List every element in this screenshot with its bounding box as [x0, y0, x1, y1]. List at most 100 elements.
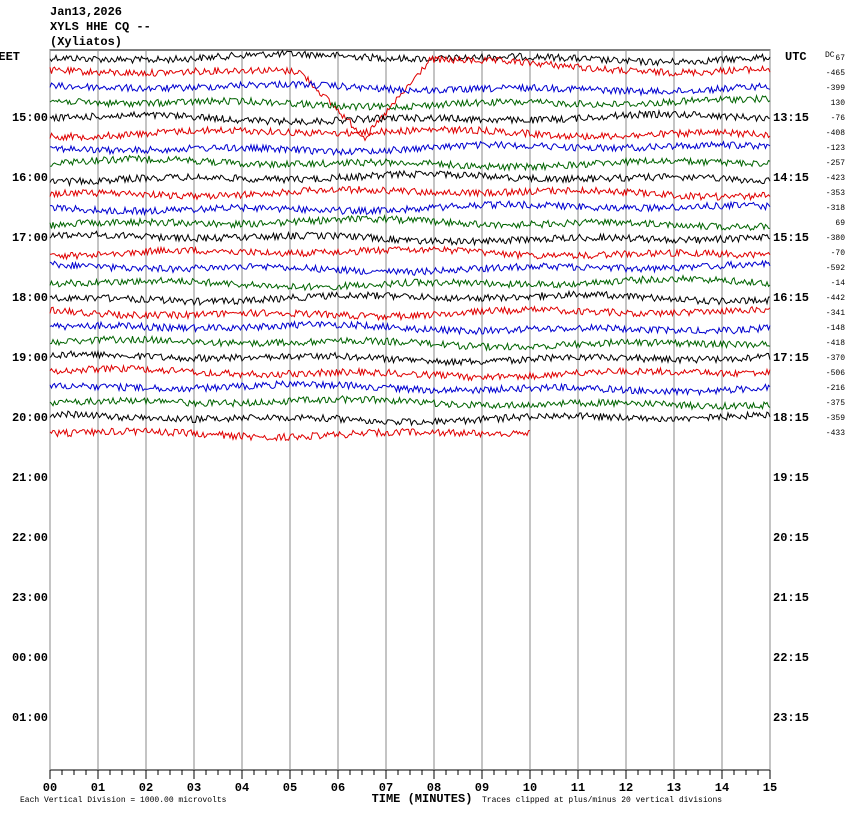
offset-label: -418 — [826, 339, 845, 348]
eet-label: 23:00 — [12, 591, 48, 605]
offset-label: -216 — [826, 384, 845, 393]
trace — [49, 185, 771, 202]
trace — [49, 79, 771, 97]
eet-label: 00:00 — [12, 651, 48, 665]
x-tick-label: 03 — [187, 781, 201, 795]
right-axis-title: UTC — [785, 50, 807, 64]
location: (Xyliatos) — [50, 35, 122, 49]
x-tick-label: 00 — [43, 781, 57, 795]
utc-label: 22:15 — [773, 651, 809, 665]
offset-label: -353 — [826, 189, 845, 198]
x-tick-label: 09 — [475, 781, 489, 795]
eet-label: 17:00 — [12, 231, 48, 245]
trace — [49, 214, 771, 231]
offset-label: 69 — [835, 219, 845, 228]
scale-note: Each Vertical Division = 1000.00 microvo… — [20, 796, 227, 805]
utc-label: 20:15 — [773, 531, 809, 545]
offset-label: -70 — [831, 249, 846, 258]
eet-label: 15:00 — [12, 111, 48, 125]
trace — [49, 427, 531, 442]
trace — [49, 140, 771, 157]
utc-label: 14:15 — [773, 171, 809, 185]
offset-title: DC — [825, 51, 835, 60]
trace — [49, 49, 771, 67]
x-tick-label: 07 — [379, 781, 393, 795]
station: XYLS HHE CQ -- — [50, 20, 151, 34]
trace — [49, 125, 771, 142]
offset-label: -380 — [826, 234, 845, 243]
x-tick-label: 04 — [235, 781, 249, 795]
offset-label: -506 — [826, 369, 845, 378]
offset-label: -123 — [826, 144, 845, 153]
trace — [49, 108, 771, 127]
x-tick-label: 14 — [715, 781, 729, 795]
offset-label: -433 — [826, 429, 845, 438]
trace — [49, 93, 771, 112]
x-axis-title: TIME (MINUTES) — [372, 792, 473, 806]
eet-label: 20:00 — [12, 411, 48, 425]
trace — [49, 363, 771, 382]
utc-label: 16:15 — [773, 291, 809, 305]
utc-label: 21:15 — [773, 591, 809, 605]
utc-label: 17:15 — [773, 351, 809, 365]
x-tick-label: 10 — [523, 781, 537, 795]
offset-label: -257 — [826, 159, 845, 168]
x-tick-label: 02 — [139, 781, 153, 795]
trace — [49, 169, 771, 188]
offset-label: -318 — [826, 204, 845, 213]
clip-note: Traces clipped at plus/minus 20 vertical… — [482, 796, 722, 805]
offset-label: -148 — [826, 324, 845, 333]
offset-label: -423 — [826, 174, 845, 183]
offset-label: -341 — [826, 309, 845, 318]
trace — [49, 334, 771, 352]
trace — [49, 200, 771, 217]
utc-label: 23:15 — [773, 711, 809, 725]
eet-label: 21:00 — [12, 471, 48, 485]
left-axis-title: EET — [0, 50, 20, 64]
eet-label: 19:00 — [12, 351, 48, 365]
trace — [49, 259, 771, 276]
offset-label: -375 — [826, 399, 845, 408]
trace — [49, 55, 771, 142]
offset-label: -399 — [826, 84, 845, 93]
trace — [49, 379, 771, 397]
x-tick-label: 13 — [667, 781, 681, 795]
trace — [49, 320, 771, 336]
offset-label: -408 — [826, 129, 845, 138]
utc-label: 13:15 — [773, 111, 809, 125]
eet-label: 22:00 — [12, 531, 48, 545]
offset-label: 67 — [835, 54, 845, 63]
date: Jan13,2026 — [50, 5, 122, 19]
offset-label: -14 — [831, 279, 846, 288]
trace — [49, 154, 771, 172]
trace — [49, 349, 771, 367]
trace — [49, 230, 771, 247]
x-tick-label: 12 — [619, 781, 633, 795]
trace — [49, 274, 771, 292]
offset-label: 130 — [831, 99, 846, 108]
utc-label: 15:15 — [773, 231, 809, 245]
offset-label: -442 — [826, 294, 845, 303]
x-tick-label: 01 — [91, 781, 105, 795]
eet-label: 01:00 — [12, 711, 48, 725]
offset-label: -76 — [831, 114, 846, 123]
x-tick-label: 06 — [331, 781, 345, 795]
trace — [49, 289, 771, 307]
x-tick-label: 15 — [763, 781, 777, 795]
eet-label: 16:00 — [12, 171, 48, 185]
offset-label: -370 — [826, 354, 845, 363]
trace — [49, 395, 771, 411]
x-tick-label: 11 — [571, 781, 585, 795]
x-tick-label: 05 — [283, 781, 297, 795]
offset-label: -592 — [826, 264, 845, 273]
trace — [49, 245, 771, 261]
eet-label: 18:00 — [12, 291, 48, 305]
offset-label: -465 — [826, 69, 845, 78]
x-tick-label: 08 — [427, 781, 441, 795]
utc-label: 19:15 — [773, 471, 809, 485]
utc-label: 18:15 — [773, 411, 809, 425]
trace — [49, 410, 771, 427]
trace — [49, 305, 771, 322]
offset-label: -359 — [826, 414, 845, 423]
